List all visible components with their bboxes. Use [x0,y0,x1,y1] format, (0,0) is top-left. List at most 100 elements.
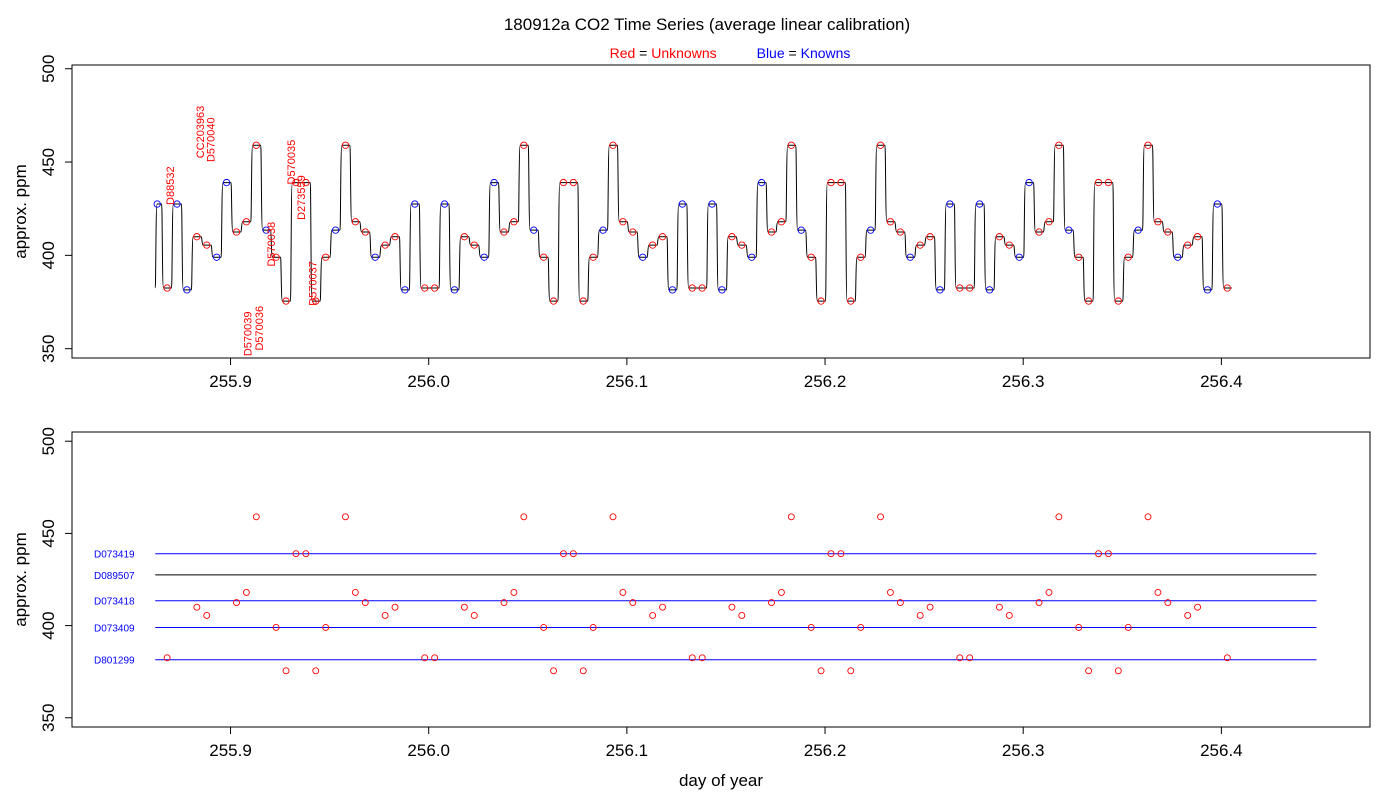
unknown-sample-marker [302,178,310,187]
unknown-sample-marker [857,253,865,261]
known-sample-marker [183,286,191,294]
known-sample-marker [668,286,677,294]
known-sample-marker [411,200,419,208]
legend-line: Red = Unknowns Blue = Knowns [610,45,851,61]
unknown-sample-point [1095,550,1102,558]
x-tick-label: 256.4 [1200,741,1243,760]
unknown-sample-point [688,654,696,662]
unknown-sample-point [579,667,587,675]
known-sample-marker [678,200,687,208]
unknown-sample-marker [1104,178,1113,187]
unknown-sample-marker [312,297,320,305]
x-tick-label: 255.9 [209,372,252,391]
unknown-sample-point [926,603,934,611]
unknown-sample-marker [1094,178,1103,187]
known-sample-marker [1134,226,1142,234]
sample-id-annotation: D570035 [286,140,298,185]
unknown-sample-marker [1184,241,1192,249]
unknown-sample-marker [242,218,251,226]
legend-knowns-label: Knowns [801,45,851,61]
unknown-sample-marker [658,233,667,241]
standard-reference-label: D089507 [94,571,135,582]
unknown-sample-marker [1223,284,1231,292]
standard-reference-label: D073409 [94,623,135,634]
unknown-sample-marker [1114,297,1122,305]
unknown-sample-point [698,654,706,662]
unknown-sample-marker [688,284,696,292]
x-tick-label: 256.0 [407,372,450,391]
unknown-sample-point [1055,513,1063,521]
unknown-sample-marker [1055,141,1063,149]
sample-id-annotation: D570038 [266,222,278,267]
known-sample-marker [718,286,726,294]
y-axis-label: approx. ppm [11,164,30,259]
known-sample-marker [1203,286,1212,294]
unknown-sample-point [609,513,617,521]
y-tick-label: 350 [39,334,58,362]
y-tick-label: 400 [39,241,58,269]
x-tick-label: 256.2 [804,741,847,760]
known-sample-marker [1174,253,1182,261]
unknown-sample-marker [292,178,300,187]
known-sample-marker [1213,200,1222,208]
known-sample-marker [1065,226,1073,234]
top-panel-time-trace: 255.9 256.0 256.1 256.2 256.3 256.4 350 400 450 5… [11,55,1371,391]
plot-frame [71,431,1371,728]
known-sample-marker [906,253,914,261]
x-tick-label: 256.1 [606,372,649,391]
unknown-sample-marker [787,141,795,149]
sample-id-annotation: D88532 [165,166,177,205]
known-sample-marker [153,200,161,208]
legend-unknowns-eq: = [635,45,651,61]
known-sample-marker [262,226,270,234]
unknown-sample-marker [1164,228,1172,236]
unknown-sample-marker [193,233,201,241]
unknown-sample-marker [827,178,835,187]
sample-id-annotation: D273559 [296,175,308,220]
unknown-sample-point [272,623,280,631]
bottom-panel-unknowns-vs-standards: 255.9 256.0 256.1 256.2 256.3 256.4 350 400 450 5… [11,427,1371,790]
known-sample-marker [401,286,409,294]
unknown-sample-marker [282,297,290,305]
known-sample-marker [757,178,766,187]
unknown-sample-point [649,612,657,619]
unknown-sample-marker [252,141,260,149]
unknown-sample-marker [232,228,241,236]
unknown-sample-point [777,588,785,596]
known-sample-marker [173,200,181,208]
unknown-sample-marker [896,228,904,236]
unknown-sample-marker [539,253,548,261]
unknown-sample-marker [520,141,528,149]
known-sample-marker [946,200,954,208]
unknown-sample-point [302,550,310,558]
unknown-sample-marker [381,241,389,249]
unknown-sample-point [629,599,637,606]
unknown-sample-point [956,654,964,662]
unknown-sample-point [560,550,567,558]
unknown-sample-point [1154,588,1162,596]
sample-id-annotation: D570039 [242,311,254,356]
unknown-sample-point [1085,667,1093,675]
plot-frame [71,64,1371,359]
y-tick-label: 500 [39,427,58,455]
sample-id-annotation: CC203963 [195,106,207,159]
unknown-sample-point [837,550,845,558]
unknown-sample-point [203,612,211,619]
unknown-sample-marker [460,233,469,241]
unknown-sample-point [877,513,884,521]
unknown-sample-marker [579,297,587,305]
x-tick-label: 256.4 [1200,372,1243,391]
unknown-sample-point [966,654,974,662]
unknown-sample-marker [916,241,924,249]
x-tick-label: 255.9 [209,741,252,760]
known-sample-marker [708,200,716,208]
figure-title: 180912a CO2 Time Series (average linear … [504,15,910,34]
unknown-sample-point [322,623,330,631]
unknown-sample-point [391,603,399,611]
standard-reference-label: D801299 [94,656,135,667]
known-sample-marker [975,200,984,208]
unknown-sample-point [361,599,369,606]
unknown-sample-point [827,550,835,558]
unknown-sample-point [421,654,429,662]
